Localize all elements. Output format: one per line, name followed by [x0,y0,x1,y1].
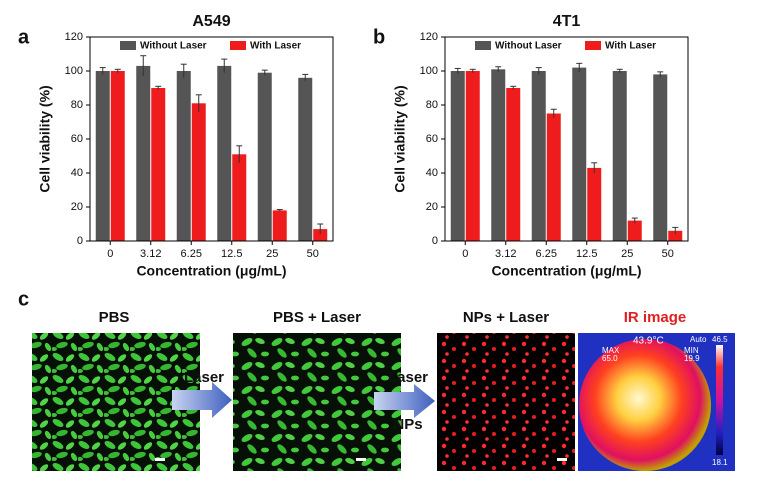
panel-label: c [18,288,29,310]
legend-swatch [475,41,491,50]
image-title: NPs + Laser [463,309,549,326]
plot-frame [89,36,334,242]
y-tick-label: 100 [65,65,83,77]
arrow [374,384,435,418]
x-tick-label: 3.12 [495,248,516,260]
bar [506,88,521,241]
y-tick-label: 0 [432,235,438,247]
legend-label: With Laser [605,41,656,52]
charts: a A549 Concentration (μg/mL) Cell viability… [18,13,689,279]
bar [668,230,683,241]
bar [110,71,125,241]
arrow-label: Laser [388,369,428,386]
arrow [172,382,232,418]
legend-swatch [585,41,601,50]
ir-text: 19.9 [684,354,700,363]
ir-text: 65.0 [602,354,618,363]
ir-text: Auto [690,335,707,344]
bar [191,103,206,241]
image-title: IR image [624,309,687,326]
bar [627,220,642,241]
ir-text: 46.5 [712,335,728,344]
legend-label: Without Laser [495,41,562,52]
bar [465,71,480,241]
x-tick-label: 12.5 [576,248,597,260]
y-tick-label: 40 [71,167,83,179]
legend-label: Without Laser [140,41,207,52]
x-tick-label: 3.12 [140,248,161,260]
bar [217,65,232,242]
ir-text: 18.1 [712,458,728,467]
y-axis-label: Cell viability (%) [392,85,408,192]
x-tick-label: 6.25 [181,248,202,260]
x-tick-label: 6.25 [536,248,557,260]
panel-label: b [373,26,385,48]
legend-label: With Laser [250,41,301,52]
bar [491,69,506,241]
y-tick-label: 100 [420,65,438,77]
bar [298,77,313,241]
bar [151,88,166,241]
x-axis-label: Concentration (μg/mL) [491,263,641,279]
y-tick-label: 80 [426,99,438,111]
nps-laser-image [437,333,575,471]
x-tick-label: 0 [462,248,468,260]
bar [313,229,328,241]
x-tick-label: 50 [307,248,319,260]
bar [546,113,561,241]
y-tick-label: 40 [426,167,438,179]
scale-bar [557,458,567,461]
bar [653,74,668,242]
y-tick-label: 80 [71,99,83,111]
bar [612,71,627,241]
x-tick-label: 50 [662,248,674,260]
scale-bar [356,458,366,461]
bar [232,154,247,241]
y-tick-label: 0 [77,235,83,247]
x-tick-label: 25 [266,248,278,260]
ir-text: MAX [602,346,620,355]
image-title: PBS [99,309,130,326]
arrow-label: NPs [393,416,422,433]
legend-swatch [120,41,136,50]
panel-label: a [18,26,30,48]
image-title: PBS + Laser [273,309,361,326]
panel-c: c PBS PBS + Laser NPs + Laser IR image 4… [18,288,735,471]
bar [176,71,191,241]
y-tick-label: 120 [420,31,438,43]
bar [272,210,287,241]
scale-bar [155,458,165,461]
y-tick-label: 120 [65,31,83,43]
y-axis-label: Cell viability (%) [37,85,53,192]
y-tick-label: 60 [71,133,83,145]
y-tick-label: 60 [426,133,438,145]
bar [257,72,272,241]
pbs-laser-image [233,333,401,471]
ir-image: 43.9°C MAX 65.0 MIN 19.9 Auto 46.5 18.1 [578,333,735,471]
y-tick-label: 20 [71,201,83,213]
ir-text: 43.9°C [633,336,664,347]
chart-title: A549 [192,13,230,30]
bar [572,67,587,241]
bar [531,71,546,241]
x-tick-label: 12.5 [221,248,242,260]
y-tick-label: 20 [426,201,438,213]
x-tick-label: 25 [621,248,633,260]
x-axis-label: Concentration (μg/mL) [136,263,286,279]
bar [95,71,110,241]
bar [136,65,151,242]
legend-swatch [230,41,246,50]
x-tick-label: 0 [107,248,113,260]
bar [587,167,602,241]
bar [450,71,465,241]
chart-title: 4T1 [553,13,581,30]
plot-frame [444,36,689,242]
arrow-label: Laser [184,369,224,386]
ir-text: MIN [684,346,699,355]
